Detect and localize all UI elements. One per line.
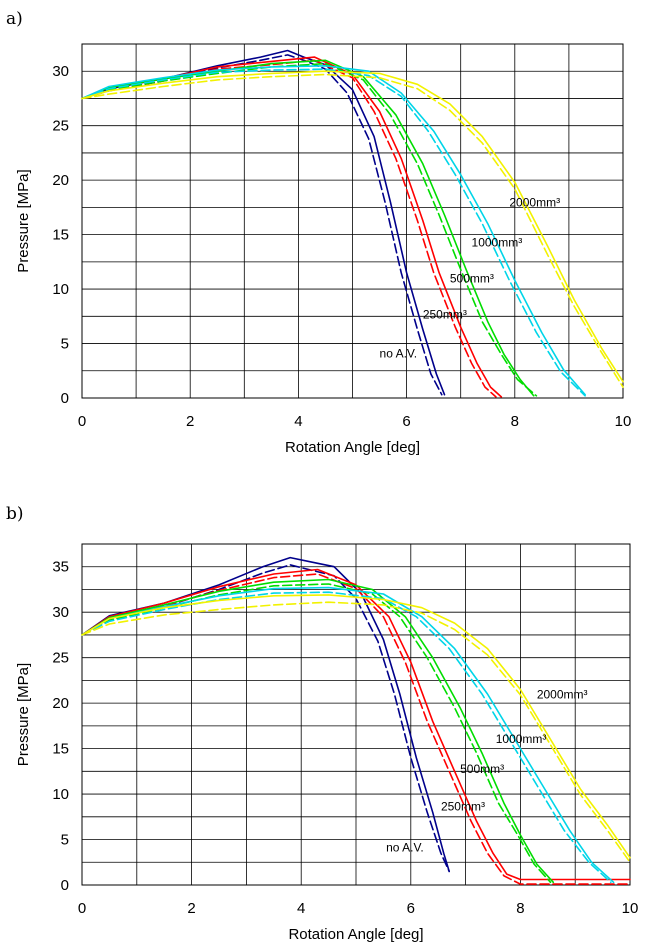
plot-frame [81,543,631,886]
series-line [81,62,538,397]
series-line [81,70,624,383]
series-line [81,59,497,398]
x-tick-label: 4 [297,900,305,917]
curve-label: 2000mm³ [537,688,588,702]
panel-label: b) [6,504,24,524]
annotation-layer: no A.V. 250mm³ 500mm³ 1000mm³ 2000mm³ [380,195,561,360]
x-tick-label: 8 [516,900,524,917]
y-tick-label: 25 [52,650,69,667]
series-line [81,601,631,864]
tick-labels: 0 2 4 6 8 10 0 5 10 15 20 25 30 35 [52,559,638,917]
x-tick-label: 6 [407,900,415,917]
x-tick-label: 2 [186,413,194,430]
series-line [81,73,624,388]
curve-label: 1000mm³ [472,236,523,250]
series-line [81,65,586,396]
series-line [81,68,586,397]
y-axis-title: Pressure [MPa] [15,663,32,766]
y-tick-label: 20 [52,695,69,712]
curve-label: 250mm³ [441,799,485,813]
y-tick-label: 25 [52,118,69,135]
series-line [81,578,555,884]
curve-label: 1000mm³ [496,732,547,746]
x-axis-title: Rotation Angle [deg] [285,439,420,456]
series-line [81,56,503,398]
chart-panel-b: b) no A.V. 250mm³ 500mm³ 1000mm³ 2000mm³ 0 2 4… [6,504,638,943]
x-tick-label: 10 [615,413,632,430]
y-tick-label: 5 [61,832,69,849]
curve-label: 250mm³ [423,307,467,321]
y-tick-label: 5 [61,336,69,353]
curve-label: 500mm³ [450,272,494,286]
y-tick-label: 0 [61,390,69,407]
x-axis-title: Rotation Angle [deg] [288,926,423,943]
plot-frame [81,43,624,399]
y-tick-label: 35 [52,559,69,576]
series-line [81,586,615,884]
y-axis-title: Pressure [MPa] [15,169,32,272]
y-tick-label: 0 [61,877,69,894]
series-line [81,59,535,397]
grid [81,43,624,399]
y-tick-label: 20 [52,172,69,189]
curve-label: 2000mm³ [509,195,560,209]
x-tick-label: 4 [294,413,302,430]
series-line [81,568,631,881]
x-tick-label: 0 [78,900,86,917]
panel-label: a) [6,9,23,29]
chart-panel-a: a) no A.V. 250mm³ 500mm³ 1000mm³ 2000mm³ 0 2 4… [6,9,631,456]
series-line [81,594,631,859]
annotation-layer: no A.V. 250mm³ 500mm³ 1000mm³ 2000mm³ [386,688,587,855]
tick-labels: 0 2 4 6 8 10 0 5 10 15 20 25 30 [52,63,631,430]
x-tick-label: 0 [78,413,86,430]
x-tick-label: 2 [187,900,195,917]
y-tick-label: 30 [52,604,69,621]
series-layer [81,556,631,885]
y-tick-label: 10 [52,281,69,298]
y-tick-label: 15 [52,227,69,244]
y-tick-label: 30 [52,63,69,80]
curve-label: 500mm³ [460,762,504,776]
y-tick-label: 15 [52,741,69,758]
y-tick-label: 10 [52,786,69,803]
curve-label: no A.V. [380,347,418,361]
x-tick-label: 6 [402,413,410,430]
x-tick-label: 10 [622,900,639,917]
series-line [81,591,612,884]
x-tick-label: 8 [511,413,519,430]
curve-label: no A.V. [386,840,424,854]
series-layer [81,49,624,398]
